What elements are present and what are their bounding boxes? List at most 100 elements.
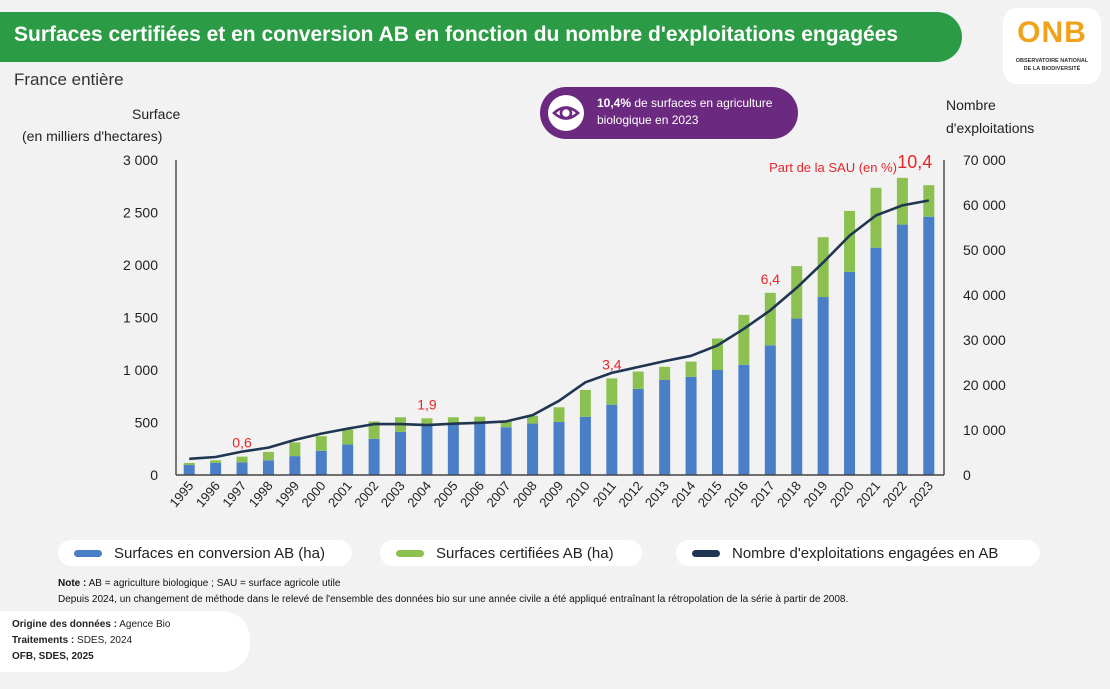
farms-line [189,199,930,461]
legend-certified: Surfaces certifiées AB (ha) [380,540,642,566]
bar-conversion [500,427,512,475]
bar-certified [870,187,882,248]
left-axis-ticks: 0 500 1 000 1 500 2 000 2 500 3 000 [123,152,158,483]
bar-conversion [844,271,856,475]
legend-label-certified: Surfaces certifiées AB (ha) [436,545,614,562]
bar-conversion [685,376,697,475]
x-tick-label: 2021 [853,478,883,510]
x-tick-label: 2000 [298,478,328,510]
x-tick-label: 2003 [378,478,408,510]
chart-subtitle: France entière [14,70,124,89]
callout-description: de surfaces en agriculture biologique en… [597,96,773,127]
right-tick-label: 50 000 [963,242,1006,258]
left-tick-label: 0 [150,467,158,483]
x-tick-label: 2022 [880,478,910,510]
right-tick-label: 0 [963,467,971,483]
bar-certified [210,460,222,463]
bar-conversion [527,423,539,475]
right-tick-label: 20 000 [963,377,1006,393]
left-tick-label: 1 500 [123,310,158,326]
bar-certified [421,418,433,426]
x-tick-label: 2016 [721,478,751,510]
x-axis-ticks: 1995199619971998199920002001200220032004… [166,478,936,510]
x-tick-label: 2014 [668,478,698,510]
right-tick-label: 30 000 [963,332,1006,348]
x-tick-label: 1997 [219,478,249,510]
sau-annotation: 0,6 [232,435,252,451]
source-treatment-value: SDES, 2024 [74,635,133,646]
bar-conversion [210,462,222,475]
source-origin-label: Origine des données : [12,619,118,630]
x-tick-label: 2023 [906,478,936,510]
chart-title: Surfaces certifiées et en conversion AB … [14,23,899,46]
x-tick-label: 2001 [325,478,355,510]
sau-annotation: 3,4 [602,356,622,372]
sau-annotation: 6,4 [761,271,781,287]
bar-certified [262,451,274,461]
right-axis-ticks: 0 10 000 20 000 30 000 40 000 50 000 60 000 70 … [963,152,1006,483]
note-text: AB = agriculture biologique ; SAU = surf… [86,578,341,589]
x-tick-label: 2015 [695,478,725,510]
legend-label-conversion: Surfaces en conversion AB (ha) [114,545,325,562]
logo-subtitle-1: OBSERVATOIRE NATIONAL [1015,58,1089,64]
source-treatment: Traitements : SDES, 2024 [12,635,132,646]
legend-swatch-certified [396,550,424,557]
bar-conversion [870,247,882,475]
bar-conversion [579,416,591,475]
logo-subtitle-2: DE LA BIODIVERSITÉ [1023,66,1081,72]
bar-certified [553,407,565,422]
bar-conversion [791,318,803,475]
bar-certified [844,210,856,272]
bar-conversion [236,462,248,475]
bar-conversion [764,345,776,475]
x-tick-label: 2013 [642,478,672,510]
sau-annotation: 1,9 [417,396,437,412]
bar-certified [236,456,248,463]
legend-conversion: Surfaces en conversion AB (ha) [58,540,352,566]
farms-series-line [189,199,930,461]
bar-conversion [342,444,354,475]
bar-certified [764,292,776,346]
x-tick-label: 2007 [483,478,513,510]
callout-text: 10,4% de surfaces en agriculture biologi… [597,95,797,129]
callout-value: 10,4% [597,96,632,110]
bar-conversion [262,460,274,475]
bar-conversion [183,465,195,475]
bar-conversion [315,450,327,475]
legend-swatch-farms [692,550,720,557]
logo-text: ONB [1017,16,1087,49]
x-tick-label: 2008 [510,478,540,510]
left-tick-label: 1 000 [123,362,158,378]
bar-certified [579,389,591,417]
bar-certified [711,338,723,370]
bar-conversion [474,422,486,475]
bar-certified [342,429,354,445]
right-tick-label: 60 000 [963,197,1006,213]
bar-conversion [896,224,908,475]
source-treatment-label: Traitements : [12,635,75,646]
bar-certified [685,361,697,377]
highlight-callout: 10,4% de surfaces en agriculture biologi… [540,87,798,139]
bar-certified [738,314,750,365]
bar-certified [527,415,539,424]
bar-certified [817,237,829,298]
bar-conversion [289,456,301,475]
x-tick-label: 2012 [615,478,645,510]
x-tick-label: 1996 [193,478,223,510]
note-line: Note : AB = agriculture biologique ; SAU… [58,578,340,589]
method-note: Depuis 2024, un changement de méthode da… [58,594,849,605]
note-label: Note : [58,578,87,589]
bar-conversion [659,379,671,475]
axes [175,160,945,476]
bar-conversion [447,423,459,475]
bar-certified [500,421,512,428]
eye-icon [548,95,584,131]
x-tick-label: 2011 [590,478,619,509]
legend-swatch-conversion [74,550,102,557]
bar-certified [791,266,803,319]
right-tick-label: 70 000 [963,152,1006,168]
legend-farms: Nombre d'exploitations engagées en AB [676,540,1040,566]
bar-certified [289,442,301,457]
bar-certified [606,378,618,405]
